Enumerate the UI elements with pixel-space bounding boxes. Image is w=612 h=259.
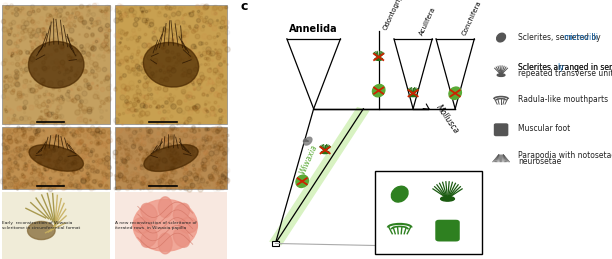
Ellipse shape [449, 87, 461, 99]
FancyBboxPatch shape [2, 192, 110, 259]
Ellipse shape [497, 74, 505, 76]
Text: Sclerites, secreted by: Sclerites, secreted by [518, 33, 603, 42]
Ellipse shape [375, 58, 382, 60]
Ellipse shape [304, 137, 312, 145]
Ellipse shape [133, 199, 197, 251]
Text: Parapodia with notosetae and: Parapodia with notosetae and [518, 152, 612, 160]
Text: Muscular foot: Muscular foot [518, 124, 570, 133]
FancyBboxPatch shape [115, 5, 227, 124]
Ellipse shape [159, 233, 172, 254]
Ellipse shape [296, 175, 308, 188]
Text: Sclerites arranged in serial: Sclerites arranged in serial [518, 63, 612, 72]
FancyBboxPatch shape [375, 171, 482, 254]
Text: neurosetae: neurosetae [518, 157, 562, 166]
Ellipse shape [28, 221, 55, 240]
Ellipse shape [159, 197, 172, 218]
Text: Sclerites arranged in serially: Sclerites arranged in serially [518, 63, 612, 72]
FancyBboxPatch shape [115, 192, 227, 259]
Ellipse shape [143, 42, 199, 87]
Text: Aculifera: Aculifera [419, 6, 438, 36]
Text: repeated transverse units: repeated transverse units [518, 69, 612, 78]
Text: Mollusca: Mollusca [434, 103, 461, 135]
Polygon shape [269, 107, 370, 245]
Ellipse shape [409, 94, 417, 97]
Ellipse shape [141, 203, 157, 222]
Ellipse shape [391, 186, 408, 202]
FancyBboxPatch shape [272, 241, 279, 246]
Ellipse shape [173, 229, 190, 247]
Ellipse shape [321, 151, 329, 154]
Text: Wiwaxia: Wiwaxia [297, 143, 318, 176]
Ellipse shape [29, 41, 84, 88]
Ellipse shape [29, 145, 83, 171]
FancyBboxPatch shape [2, 5, 110, 124]
FancyBboxPatch shape [115, 127, 227, 189]
Ellipse shape [441, 197, 454, 201]
Text: A new reconstruction of scleritome of
iterated rows  in Wiwaxia papilla: A new reconstruction of scleritome of it… [115, 221, 196, 230]
Text: Conchifera: Conchifera [461, 0, 482, 36]
Text: microvilli: microvilli [564, 33, 599, 42]
Ellipse shape [373, 84, 385, 97]
Ellipse shape [497, 33, 506, 42]
Text: Radula-like mouthparts: Radula-like mouthparts [518, 95, 608, 104]
Ellipse shape [133, 218, 152, 233]
Ellipse shape [144, 145, 198, 171]
Text: ly: ly [558, 63, 564, 72]
Ellipse shape [179, 218, 197, 233]
Text: Annelida: Annelida [289, 24, 338, 34]
FancyBboxPatch shape [494, 123, 509, 136]
Ellipse shape [141, 229, 157, 247]
Text: Early  reconstruction of Wiwaxia
scleritome in circumferential format: Early reconstruction of Wiwaxia sclerito… [2, 221, 81, 230]
FancyBboxPatch shape [435, 220, 460, 241]
Text: c: c [241, 0, 248, 13]
FancyBboxPatch shape [2, 127, 110, 189]
Text: Odontogripfus: Odontogripfus [382, 0, 408, 31]
Ellipse shape [173, 203, 190, 222]
